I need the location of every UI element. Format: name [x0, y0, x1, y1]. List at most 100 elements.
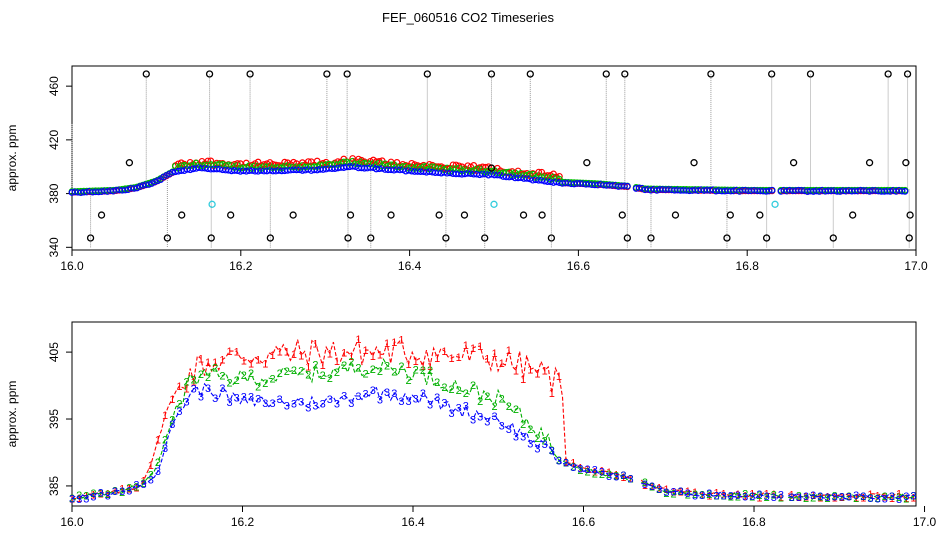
series-marker: 1 — [176, 381, 182, 393]
series-marker: 1 — [735, 489, 741, 501]
series-marker: 3 — [663, 487, 669, 499]
series-marker: 1 — [219, 355, 225, 367]
series-marker: 3 — [69, 494, 75, 506]
series-marker: 1 — [162, 410, 168, 422]
y-tick-label: 380 — [47, 183, 61, 203]
series-marker: 2 — [427, 365, 433, 377]
series-marker: 3 — [456, 403, 462, 415]
series-marker: 3 — [585, 464, 591, 476]
series-marker: 3 — [441, 398, 447, 410]
x-tick-label: 16.2 — [231, 515, 255, 529]
series-line — [71, 382, 631, 500]
outlier-point — [905, 234, 913, 242]
series-marker: 3 — [205, 383, 211, 395]
series-marker: 2 — [277, 368, 283, 380]
outlier-point — [423, 70, 431, 78]
series-marker: 3 — [341, 390, 347, 402]
series-marker: 1 — [499, 358, 505, 370]
outlier-point — [246, 70, 254, 78]
series-marker: 2 — [499, 393, 505, 405]
outlier-point — [142, 70, 150, 78]
outlier-point — [344, 234, 352, 242]
series-marker: 3 — [184, 397, 190, 409]
series-marker: 3 — [312, 400, 318, 412]
outlier-point — [125, 159, 134, 167]
series-marker: 1 — [434, 353, 440, 365]
y-tick-label: 420 — [47, 130, 61, 150]
flagged-point — [208, 200, 216, 208]
outlier-point — [289, 211, 297, 219]
series-marker: 2 — [642, 477, 648, 489]
outlier-point — [690, 159, 698, 167]
series-marker: 1 — [513, 365, 519, 377]
series-marker: 1 — [910, 492, 916, 504]
series-marker: 2 — [534, 433, 540, 445]
series-marker: 1 — [441, 346, 447, 358]
series-marker: 1 — [90, 490, 96, 502]
series-marker: 3 — [499, 421, 505, 433]
series-marker: 2 — [334, 367, 340, 379]
channel-points — [68, 155, 909, 197]
series-marker: 3 — [384, 387, 390, 399]
series-marker: 1 — [105, 488, 111, 500]
outlier-point — [519, 211, 528, 219]
series-marker: 3 — [363, 389, 369, 401]
outlier-point — [884, 70, 892, 78]
series-marker: 2 — [406, 375, 412, 387]
series-marker: 1 — [355, 334, 361, 346]
series-marker: 2 — [628, 474, 634, 486]
series-marker: 2 — [248, 368, 254, 380]
series-marker: 2 — [305, 370, 311, 382]
series-marker: 3 — [176, 406, 182, 418]
series-marker: 1 — [527, 364, 533, 376]
series-marker: 3 — [570, 462, 576, 474]
series-marker: 3 — [656, 484, 662, 496]
series-marker: 1 — [706, 490, 712, 502]
series-marker: 1 — [191, 376, 197, 388]
series-marker: 1 — [713, 487, 719, 499]
series-marker: 3 — [685, 488, 691, 500]
series-marker: 1 — [255, 354, 261, 366]
series-marker: 3 — [628, 473, 634, 485]
series-marker: 1 — [542, 366, 548, 378]
series-marker: 1 — [670, 487, 676, 499]
series-marker: 3 — [277, 394, 283, 406]
series-marker: 2 — [83, 490, 89, 502]
series-marker: 1 — [398, 334, 404, 346]
outlier-point — [266, 234, 274, 242]
series-marker: 1 — [832, 493, 838, 505]
series-marker: 3 — [742, 491, 748, 503]
series-marker: 3 — [735, 490, 741, 502]
outlier-point — [442, 234, 450, 242]
series-marker: 3 — [699, 490, 705, 502]
x-tick-label: 16.4 — [398, 259, 422, 273]
series-marker: 3 — [434, 392, 440, 404]
outlier-point — [723, 234, 731, 242]
series-marker: 3 — [896, 494, 902, 506]
series-marker: 2 — [377, 366, 383, 378]
outlier-point — [618, 211, 626, 219]
series-marker: 3 — [749, 491, 755, 503]
series-marker: 2 — [685, 489, 691, 501]
series-marker: 2 — [749, 492, 755, 504]
series-marker: 1 — [585, 464, 591, 476]
series-marker: 2 — [678, 486, 684, 498]
series-line — [788, 492, 914, 499]
series-marker: 2 — [549, 445, 555, 457]
series-marker: 2 — [98, 488, 104, 500]
series-marker: 2 — [764, 492, 770, 504]
series-marker: 2 — [434, 377, 440, 389]
outlier-point — [621, 70, 629, 78]
series-marker: 3 — [141, 479, 147, 491]
series-marker: 3 — [305, 402, 311, 414]
outlier-point — [726, 211, 734, 219]
series-line — [71, 337, 631, 500]
series-marker: 1 — [184, 384, 190, 396]
series-marker: 3 — [642, 479, 648, 491]
outlier-point — [97, 211, 106, 219]
series-marker: 2 — [133, 482, 139, 494]
outlier-point — [756, 211, 764, 219]
series-marker: 2 — [105, 489, 111, 501]
series-marker: 2 — [778, 493, 784, 505]
series-marker: 3 — [98, 488, 104, 500]
